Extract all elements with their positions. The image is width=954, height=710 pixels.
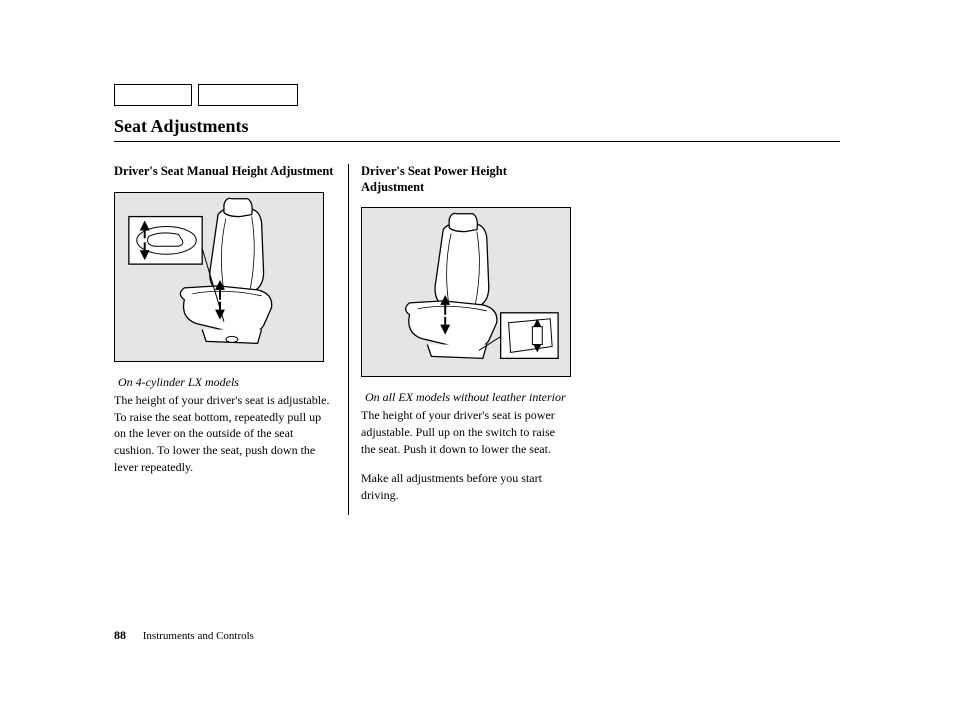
footer-section-label: Instruments and Controls: [143, 630, 254, 642]
column-heading: Driver's Seat Manual Height Adjustment: [114, 164, 336, 180]
page-footer: 88 Instruments and Controls: [114, 628, 254, 643]
manual-page: Seat Adjustments Driver's Seat Manual He…: [114, 84, 840, 515]
figure-power-height: [361, 207, 571, 377]
body-paragraph: Make all adjustments before you start dr…: [361, 470, 570, 504]
model-note: On 4-cylinder LX models: [114, 374, 336, 390]
page-number: 88: [114, 628, 126, 642]
body-paragraph: The height of your driver's seat is adju…: [114, 392, 336, 476]
model-note: On all EX models without leather interio…: [361, 389, 570, 405]
header-placeholder-boxes: [114, 84, 840, 106]
body-paragraph: The height of your driver's seat is powe…: [361, 407, 570, 457]
seat-power-illustration: [362, 207, 570, 377]
page-title: Seat Adjustments: [114, 116, 840, 142]
header-box-right: [198, 84, 298, 106]
seat-manual-illustration: [115, 192, 323, 362]
column-heading: Driver's Seat Power Height Adjustment: [361, 164, 570, 195]
figure-manual-height: [114, 192, 324, 362]
column-power-adjust: Driver's Seat Power Height Adjustment: [348, 164, 570, 515]
content-columns: Driver's Seat Manual Height Adjustment: [114, 164, 840, 515]
header-box-left: [114, 84, 192, 106]
column-manual-adjust: Driver's Seat Manual Height Adjustment: [114, 164, 336, 515]
